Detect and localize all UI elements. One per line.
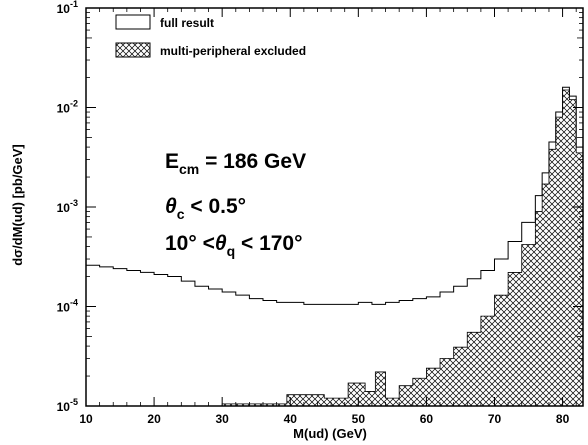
x-tick-label: 10 bbox=[79, 412, 93, 426]
series-layer bbox=[86, 86, 584, 407]
annotation-theta-c: θc < 0.5° bbox=[165, 195, 246, 222]
x-axis-title: M(ud) (GeV) bbox=[293, 426, 367, 441]
x-tick-label: 50 bbox=[352, 412, 366, 426]
y-tick-label: 10-4 bbox=[57, 298, 78, 315]
y-tick-label: 10-3 bbox=[57, 198, 78, 215]
legend: full result multi-peripheral excluded bbox=[115, 14, 306, 58]
y-tick-label: 10-5 bbox=[57, 397, 78, 414]
legend-swatch-multi-peripheral bbox=[115, 42, 151, 58]
annotation-theta-q: 10° <θq < 170° bbox=[165, 232, 303, 259]
x-tick-label: 70 bbox=[488, 412, 502, 426]
series-multi-peripheral-excluded bbox=[221, 89, 584, 407]
annotations: Ecm = 186 GeV θc < 0.5° 10° <θq < 170° bbox=[165, 150, 306, 259]
y-tick-label: 10-2 bbox=[57, 99, 78, 116]
x-tick-label: 30 bbox=[215, 412, 229, 426]
y-axis-title: dσ/dM(ud) [pb/GeV] bbox=[10, 144, 25, 266]
series-full-result bbox=[86, 86, 584, 305]
series-area bbox=[221, 89, 584, 407]
x-axis-ticks: 10 20 30 40 50 60 70 80 bbox=[79, 8, 577, 426]
legend-label-multi-peripheral: multi-peripheral excluded bbox=[160, 44, 306, 58]
x-tick-label: 40 bbox=[284, 412, 298, 426]
y-tick-label: 10-1 bbox=[57, 0, 78, 16]
x-tick-label: 60 bbox=[420, 412, 434, 426]
series-line bbox=[86, 86, 584, 305]
y-axis-ticks: 10-5 10-4 10-3 10-2 10-1 bbox=[57, 0, 583, 414]
annotation-energy: Ecm = 186 GeV bbox=[165, 150, 306, 177]
legend-swatch-full-result bbox=[115, 14, 151, 30]
x-tick-label: 80 bbox=[556, 412, 570, 426]
x-tick-label: 20 bbox=[147, 412, 161, 426]
legend-label-full-result: full result bbox=[160, 16, 214, 30]
